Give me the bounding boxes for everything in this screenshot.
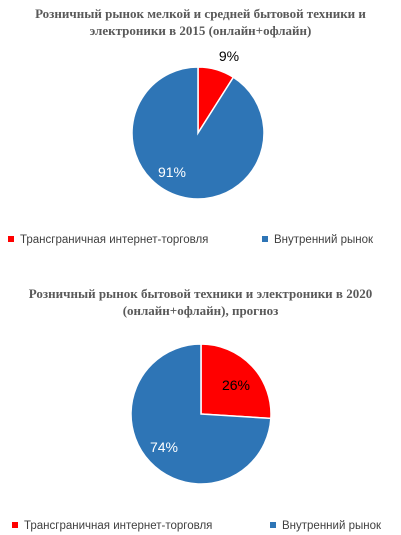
chart-title-line-2: электроники в 2015 (онлайн+офлайн) [89,23,312,38]
chart-title: Розничный рынок бытовой техники и электр… [0,285,401,319]
chart-title-line-2: (онлайн+офлайн), прогноз [122,303,279,318]
data-label-domestic: 91% [158,164,186,180]
pie-slice-cross-border [200,343,272,420]
legend-label-cross-border: Трансграничная интернет-торговля [24,520,213,532]
pie-slice-domestic [130,343,272,485]
pie-plot: 9% 91% [131,48,265,200]
chart-title: Розничный рынок мелкой и средней бытовой… [0,5,401,39]
chart-title-line-1: Розничный рынок мелкой и средней бытовой… [35,6,366,21]
legend-swatch-domestic [262,236,268,242]
chart-title-line-1: Розничный рынок бытовой техники и электр… [28,286,373,301]
legend-item-cross-border: Трансграничная интернет-торговля [12,519,212,533]
legend-item-domestic: Внутренний рынок [262,233,373,247]
pie-slice-domestic [131,66,265,200]
legend-item-cross-border: Трансграничная интернет-торговля [8,233,208,247]
legend-swatch-cross-border [8,236,14,242]
data-label-cross-border: 26% [222,377,250,393]
legend-swatch-cross-border [12,522,18,528]
pie-chart-2020: Розничный рынок бытовой техники и электр… [0,275,401,535]
legend-label-cross-border: Трансграничная интернет-торговля [20,234,209,246]
pie-plot: 26% 74% [130,343,272,485]
data-label-cross-border: 9% [219,48,239,64]
legend-label-domestic: Внутренний рынок [282,520,382,532]
legend-label-domestic: Внутренний рынок [274,234,374,246]
legend-swatch-domestic [270,522,276,528]
pie-chart-2015: Розничный рынок мелкой и средней бытовой… [0,0,401,262]
data-label-domestic: 74% [150,439,178,455]
legend-item-domestic: Внутренний рынок [270,519,381,533]
